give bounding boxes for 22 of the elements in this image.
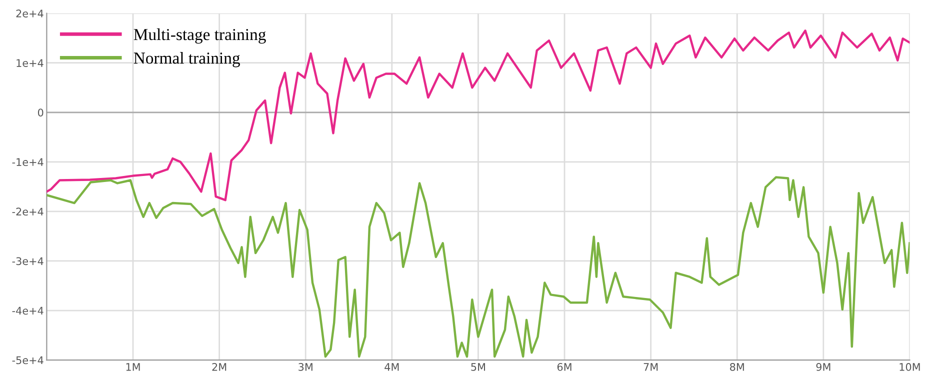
x-tick-label: 9M bbox=[816, 363, 830, 371]
x-tick-label: 5M bbox=[471, 363, 485, 371]
x-tick-label: 7M bbox=[644, 363, 658, 371]
legend-label: Multi-stage training bbox=[134, 28, 266, 44]
x-tick-label: 4M bbox=[384, 363, 399, 371]
y-tick-label: -5e+4 bbox=[12, 356, 44, 364]
legend-label: Normal training bbox=[134, 52, 240, 68]
y-tick-label: 0 bbox=[38, 108, 44, 116]
y-tick-label: -1e+4 bbox=[12, 158, 44, 166]
x-tick-label: 10M bbox=[900, 363, 920, 371]
line-series bbox=[46, 30, 910, 202]
y-tick-label: 2e+4 bbox=[16, 10, 44, 18]
y-tick-label: -4e+4 bbox=[12, 306, 44, 315]
x-tick-label: 1M bbox=[126, 363, 140, 371]
x-tick-label: 3M bbox=[298, 363, 312, 371]
y-tick-label: 1e+4 bbox=[16, 59, 44, 67]
line-series bbox=[46, 176, 910, 358]
x-tick-label: 8M bbox=[730, 363, 744, 371]
x-tick-label: 6M bbox=[557, 363, 572, 371]
y-tick-label: -3e+4 bbox=[12, 257, 44, 266]
y-tick-label: -2e+4 bbox=[12, 208, 44, 216]
x-tick-label: 2M bbox=[212, 363, 226, 371]
